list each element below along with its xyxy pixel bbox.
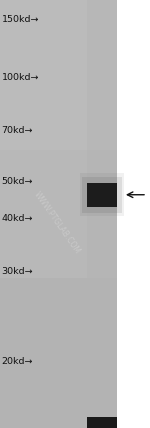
Bar (87, 183, 117, 206)
Bar (82, 177, 122, 213)
Text: 70kd→: 70kd→ (2, 126, 33, 135)
Bar (0, 0, 117, 428)
Text: 30kd→: 30kd→ (2, 267, 33, 276)
Bar (80, 173, 124, 216)
Text: WWW.PTGLAB.COM: WWW.PTGLAB.COM (32, 190, 82, 256)
Text: 50kd→: 50kd→ (2, 177, 33, 187)
Bar (87, 417, 117, 428)
Text: 100kd→: 100kd→ (2, 72, 39, 82)
Bar (0, 278, 117, 428)
Bar (87, 0, 117, 428)
Text: 20kd→: 20kd→ (2, 357, 33, 366)
Text: 40kd→: 40kd→ (2, 214, 33, 223)
Bar (0, 0, 117, 150)
Text: 150kd→: 150kd→ (2, 15, 39, 24)
